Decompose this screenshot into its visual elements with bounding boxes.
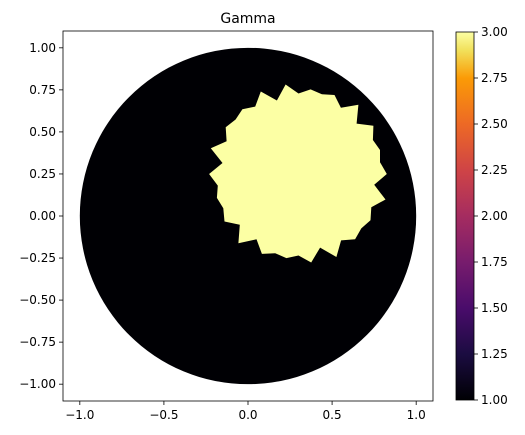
- colorbar-tick-label: 1.25: [481, 347, 508, 361]
- colorbar-tick-label: 1.75: [481, 255, 508, 269]
- colorbar: [455, 31, 475, 401]
- plot-area: [79, 47, 417, 385]
- x-tick-label: 1.0: [407, 408, 426, 422]
- colorbar-tick-label: 2.50: [481, 117, 508, 131]
- y-tick-label: 0.75: [29, 83, 56, 97]
- x-tick-label: −1.0: [65, 408, 94, 422]
- colorbar-axis: 1.00 1.25 1.50 1.75 2.00 2.25 2.50 2.75 3.00: [474, 25, 508, 407]
- y-tick-label: −0.25: [19, 251, 56, 265]
- chart-title: Gamma: [220, 11, 275, 27]
- colorbar-tick-label: 2.25: [481, 163, 508, 177]
- y-axis: 1.00 0.75 0.50 0.25 0.00 −0.25 −0.50 −0.75 −1.00: [19, 41, 63, 391]
- colorbar-tick-label: 1.00: [481, 393, 508, 407]
- colorbar-tick-label: 3.00: [481, 25, 508, 39]
- inclusion-region: [209, 84, 387, 263]
- colorbar-tick-label: 2.00: [481, 209, 508, 223]
- y-tick-label: −0.75: [19, 335, 56, 349]
- y-tick-label: 0.00: [29, 209, 56, 223]
- y-tick-label: 1.00: [29, 41, 56, 55]
- y-tick-label: −0.50: [19, 293, 56, 307]
- y-tick-label: 0.50: [29, 125, 56, 139]
- x-tick-label: 0.0: [238, 408, 257, 422]
- y-tick-label: −1.00: [19, 377, 56, 391]
- x-tick-label: −0.5: [149, 408, 178, 422]
- y-tick-label: 0.25: [29, 167, 56, 181]
- x-axis: −1.0 −0.5 0.0 0.5 1.0: [65, 401, 426, 422]
- colorbar-tick-label: 1.50: [481, 301, 508, 315]
- colorbar-tick-label: 2.75: [481, 71, 508, 85]
- x-tick-label: 0.5: [323, 408, 342, 422]
